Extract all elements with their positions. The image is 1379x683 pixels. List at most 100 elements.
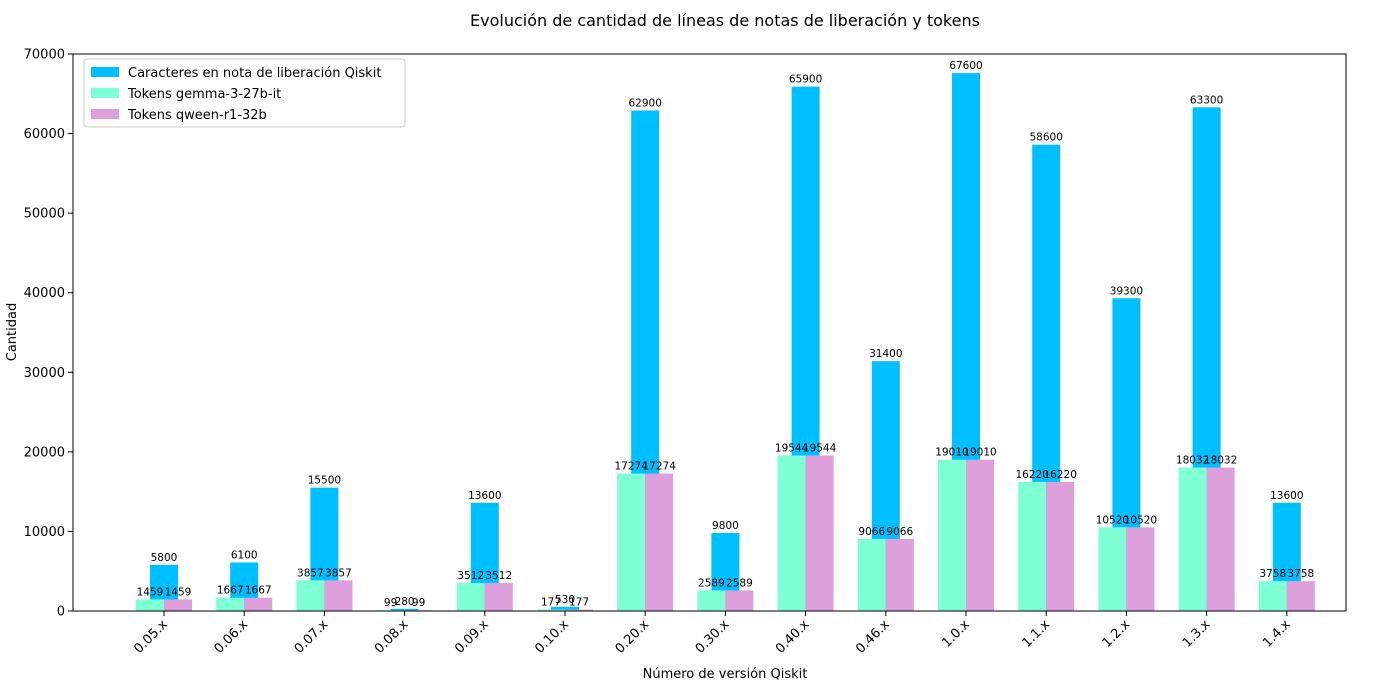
data-label-series-0-1.1.x: 58600 [1029, 132, 1062, 144]
data-label-series-2-0.08.x: 99 [412, 597, 425, 609]
bar-series-2-0.09.x [484, 583, 513, 611]
x-tick-label-0.06.x: 0.06.x [212, 617, 252, 657]
bar-series-2-0.40.x [805, 455, 834, 611]
data-label-series-1-1.0.x: 19010 [935, 447, 968, 459]
data-label-series-0-0.09.x: 13600 [468, 490, 501, 502]
bar-series-1-0.05.x [136, 599, 164, 611]
bar-series-1-0.46.x [857, 538, 886, 611]
data-label-series-1-0.40.x: 19544 [775, 442, 809, 454]
bar-series-2-1.2.x [1126, 527, 1155, 611]
data-label-series-0-0.10.x: 530 [555, 594, 575, 606]
bar-series-1-0.06.x [216, 597, 245, 611]
data-label-series-1-1.3.x: 18032 [1176, 455, 1209, 467]
y-tick-label: 40000 [24, 286, 65, 301]
y-tick-label: 50000 [24, 207, 65, 222]
x-tick-label-0.10.x: 0.10.x [532, 617, 572, 657]
data-label-series-0-1.3.x: 63300 [1190, 94, 1223, 106]
bar-series-1-1.0.x [938, 459, 966, 611]
x-tick-label-1.1.x: 1.1.x [1019, 617, 1053, 651]
bar-series-2-0.07.x [324, 580, 353, 611]
x-axis-title: Número de versión Qiskit [643, 667, 808, 682]
data-label-series-2-0.10.x: 177 [569, 597, 589, 609]
data-label-series-0-1.2.x: 39300 [1110, 285, 1143, 297]
data-label-series-1-0.07.x: 3857 [297, 567, 324, 579]
legend-swatch-series-0 [91, 67, 119, 77]
data-label-series-1-0.06.x: 1667 [217, 585, 244, 597]
bar-series-1-0.07.x [296, 580, 325, 611]
data-label-series-0-0.07.x: 15500 [308, 475, 341, 487]
data-label-series-2-1.2.x: 10520 [1124, 514, 1157, 526]
data-label-series-2-0.40.x: 19544 [803, 442, 837, 454]
y-tick-label: 60000 [24, 127, 65, 142]
y-axis: 0 10000 20000 30000 40000 50000 60000 70000 [24, 48, 73, 620]
y-tick-label: 20000 [24, 445, 65, 460]
bar-series-1-0.40.x [777, 455, 806, 611]
legend-label-series-1: Tokens gemma-3-27b-it [127, 87, 281, 102]
data-label-series-1-0.08.x: 99 [384, 597, 397, 609]
y-tick-label: 70000 [24, 48, 65, 63]
y-tick-label: 0 [57, 605, 65, 620]
data-label-series-0-1.4.x: 13600 [1270, 490, 1303, 502]
bar-series-2-0.20.x [645, 473, 674, 611]
bar-series-1-1.4.x [1258, 581, 1287, 611]
x-tick-label-0.20.x: 0.20.x [613, 617, 653, 657]
data-label-series-2-0.07.x: 3857 [325, 567, 352, 579]
bar-series-1-0.10.x [537, 609, 565, 611]
bar-series-2-1.3.x [1206, 467, 1235, 611]
x-tick-label-0.40.x: 0.40.x [773, 617, 813, 657]
data-label-series-1-1.1.x: 16220 [1015, 469, 1048, 481]
data-label-series-2-0.06.x: 1667 [245, 585, 272, 597]
bar-series-1-1.3.x [1178, 467, 1207, 611]
data-label-series-2-1.1.x: 16220 [1043, 469, 1076, 481]
data-label-series-0-1.0.x: 67600 [949, 60, 982, 72]
data-label-series-0-0.40.x: 65900 [789, 74, 822, 86]
x-tick-label-1.3.x: 1.3.x [1180, 617, 1214, 651]
bar-series-1-1.1.x [1018, 481, 1047, 611]
legend-swatch-series-1 [91, 88, 119, 98]
data-label-series-1-0.20.x: 17274 [614, 461, 648, 473]
x-tick-label-0.08.x: 0.08.x [372, 617, 412, 657]
data-label-series-2-1.3.x: 18032 [1204, 455, 1237, 467]
data-label-series-0-0.30.x: 9800 [712, 520, 739, 532]
bar-series-0-0.10.x [551, 606, 579, 611]
chart-title: Evolución de cantidad de líneas de notas… [470, 11, 980, 30]
bar-series-1-0.09.x [456, 583, 485, 611]
data-label-series-2-1.0.x: 19010 [963, 447, 996, 459]
x-tick-label-0.09.x: 0.09.x [452, 617, 492, 657]
x-tick-label-0.46.x: 0.46.x [853, 617, 893, 657]
x-tick-label-1.4.x: 1.4.x [1260, 617, 1294, 651]
data-label-series-2-0.20.x: 17274 [642, 461, 676, 473]
bar-series-2-0.10.x [565, 609, 593, 611]
data-label-series-0-0.05.x: 5800 [151, 552, 178, 564]
bar-series-2-1.0.x [966, 459, 994, 611]
data-label-series-2-0.05.x: 1459 [165, 586, 192, 598]
data-labels-group: 5800 6100 15500 280 13600 530 62900 9800 65900 31… [137, 60, 1315, 609]
bar-series-1-0.30.x [697, 590, 726, 611]
data-label-series-1-0.30.x: 2589 [698, 577, 725, 589]
data-label-series-1-1.4.x: 3758 [1259, 568, 1286, 580]
legend-label-series-0: Caracteres en nota de liberación Qiskit [128, 66, 381, 81]
x-tick-label-0.05.x: 0.05.x [131, 617, 171, 657]
x-tick-label-1.0.x: 1.0.x [939, 617, 973, 651]
y-tick-label: 30000 [24, 366, 65, 381]
x-tick-label-0.07.x: 0.07.x [292, 617, 332, 657]
bar-series-1-0.20.x [617, 473, 646, 611]
bar-series-2-0.05.x [164, 599, 192, 611]
legend: Caracteres en nota de liberación Qiskit T… [83, 58, 406, 128]
y-axis-title: Cantidad [5, 303, 20, 361]
bar-series-2-0.46.x [885, 538, 914, 611]
bar-series-2-1.4.x [1286, 581, 1315, 611]
bar-series-2-1.1.x [1046, 481, 1075, 611]
x-axis: 0.05.x 0.06.x 0.07.x 0.08.x 0.09.x 0.10.x 0.20… [131, 611, 1294, 657]
data-label-series-0-0.20.x: 62900 [628, 98, 661, 110]
data-label-series-2-0.46.x: 9066 [886, 526, 913, 538]
x-tick-label-1.2.x: 1.2.x [1100, 617, 1134, 651]
data-label-series-0-0.46.x: 31400 [869, 348, 902, 360]
bar-series-0-0.08.x [390, 608, 419, 611]
data-label-series-1-1.2.x: 10520 [1096, 514, 1129, 526]
data-label-series-2-0.09.x: 3512 [485, 570, 512, 582]
bars-group [136, 73, 1315, 612]
bar-series-2-0.06.x [244, 597, 273, 611]
